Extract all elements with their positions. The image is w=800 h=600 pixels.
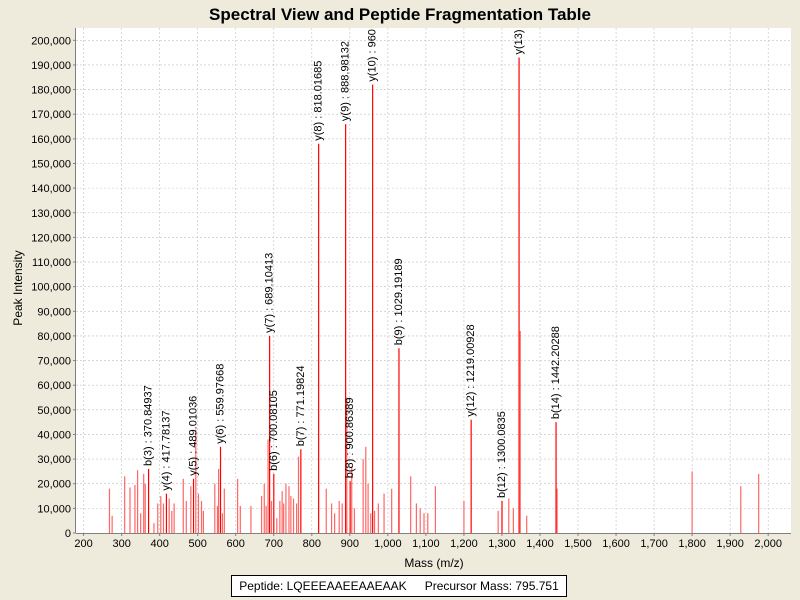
x-tick-label: 300 xyxy=(112,538,130,550)
x-tick-label: 200 xyxy=(74,538,92,550)
y-tick-label: 190,000 xyxy=(31,60,71,72)
y-tick-label: 0 xyxy=(65,528,71,540)
y-tick-label: 70,000 xyxy=(37,356,71,368)
peak-annotation-label: b(7) : 771.19824 xyxy=(295,366,307,447)
x-tick-label: 1,300 xyxy=(488,538,516,550)
y-tick-label: 140,000 xyxy=(31,183,71,195)
x-tick-label: 1,400 xyxy=(526,538,554,550)
peak-annotation-label: y(7) : 689.10413 xyxy=(264,253,276,333)
x-tick-label: 1,100 xyxy=(412,538,440,550)
y-tick-label: 30,000 xyxy=(37,454,71,466)
y-tick-label: 110,000 xyxy=(32,257,71,269)
peak-annotation-label: y(13) xyxy=(513,29,525,54)
y-tick-label: 100,000 xyxy=(31,282,71,294)
x-tick-label: 700 xyxy=(265,538,283,550)
y-tick-label: 20,000 xyxy=(37,479,71,491)
peak-annotation-label: b(14) : 1442.20288 xyxy=(550,326,562,419)
x-axis-ticks: 200 300 400 500 600 700 800 900 1,000 1,100 1,200 1… xyxy=(74,533,782,550)
y-axis-ticks: 0 10,000 20,000 30,000 40,000 50,000 60,000 70,… xyxy=(31,35,76,540)
x-tick-label: 1,200 xyxy=(450,538,478,550)
peak-series xyxy=(108,57,760,533)
peak-annotation-label: b(9) : 1029.19189 xyxy=(393,258,405,345)
peak-annotations: b(3) : 370.84937 y(4) : 417.78137 y(5) : 4… xyxy=(143,29,562,498)
y-tick-label: 60,000 xyxy=(37,380,71,392)
y-tick-label: 40,000 xyxy=(37,429,71,441)
y-tick-label: 170,000 xyxy=(31,109,71,121)
peak-annotation-label: b(8) : 900.86389 xyxy=(344,398,356,479)
peak-annotation-label: y(10) : 960 xyxy=(367,29,379,82)
peak-annotation-label: b(6) : 700.08105 xyxy=(268,390,280,471)
peak-annotation-label: b(12) : 1300.0835 xyxy=(496,411,508,498)
y-tick-label: 200,000 xyxy=(31,35,71,47)
y-tick-label: 150,000 xyxy=(31,158,71,170)
x-tick-label: 1,800 xyxy=(678,538,706,550)
y-tick-label: 80,000 xyxy=(37,331,71,343)
x-tick-label: 1,900 xyxy=(716,538,744,550)
y-axis-label: Peak Intensity xyxy=(11,250,25,325)
peptide-legend: Peptide: LQEEEAAEEAAEAAK Precursor Mass: … xyxy=(231,575,567,597)
x-tick-label: 600 xyxy=(227,538,245,550)
y-tick-label: 120,000 xyxy=(31,232,71,244)
x-tick-label: 1,600 xyxy=(602,538,630,550)
peak-annotation-label: b(3) : 370.84937 xyxy=(143,385,155,466)
x-tick-label: 800 xyxy=(303,538,321,550)
y-tick-label: 10,000 xyxy=(37,503,71,515)
peak-annotation-label: y(9) : 888.98132 xyxy=(340,41,352,121)
peak-annotation-label: y(12) : 1219.00928 xyxy=(465,324,477,416)
peak-annotation-label: y(8) : 818.01685 xyxy=(313,61,325,141)
y-tick-label: 50,000 xyxy=(37,405,71,417)
grid-lines xyxy=(76,28,791,533)
axes xyxy=(75,28,791,534)
x-tick-label: 1,700 xyxy=(640,538,668,550)
x-axis-label: Mass (m/z) xyxy=(404,556,463,570)
x-tick-label: 400 xyxy=(150,538,168,550)
peak-annotation-label: y(6) : 559.97668 xyxy=(215,364,227,444)
plot-area xyxy=(76,28,791,533)
y-tick-label: 180,000 xyxy=(31,85,71,97)
y-tick-label: 90,000 xyxy=(37,306,71,318)
x-tick-label: 2,000 xyxy=(754,538,782,550)
chart-title: Spectral View and Peptide Fragmentation … xyxy=(209,5,591,24)
y-tick-label: 130,000 xyxy=(31,208,71,220)
x-tick-label: 900 xyxy=(341,538,359,550)
x-tick-label: 1,500 xyxy=(564,538,592,550)
peptide-label: Peptide: LQEEEAAEEAAEAAK xyxy=(239,579,407,593)
y-tick-label: 160,000 xyxy=(31,134,71,146)
peak-annotation-label: y(5) : 489.01036 xyxy=(188,396,200,476)
peak-annotation-label: y(4) : 417.78137 xyxy=(160,410,172,490)
x-tick-label: 1,000 xyxy=(374,538,402,550)
x-tick-label: 500 xyxy=(189,538,207,550)
precursor-mass-label: Precursor Mass: 795.751 xyxy=(424,579,559,593)
